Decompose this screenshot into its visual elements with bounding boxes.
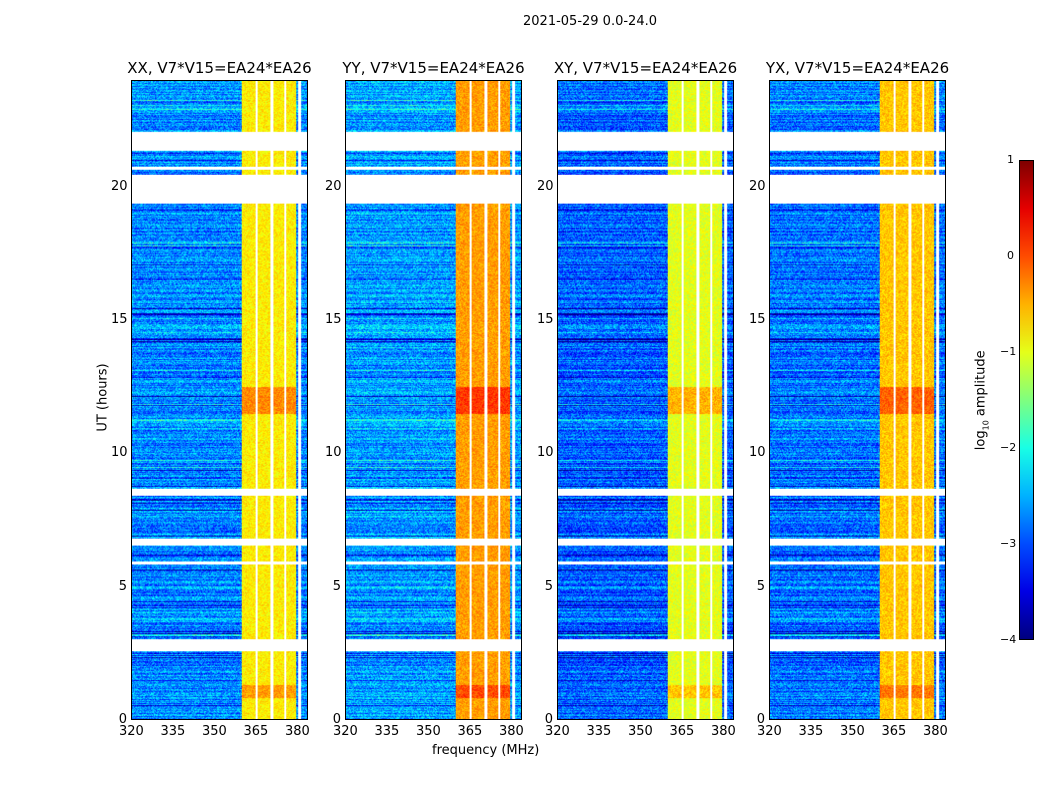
x-tick-label: 335 [586,724,612,739]
y-tick-label: 5 [544,578,553,594]
x-tick-label: 380 [284,724,310,739]
y-tick-label: 10 [111,445,128,461]
heatmap-image [770,81,945,719]
y-tick-label: 15 [325,312,342,327]
y-tick-label: 5 [332,578,341,594]
y-tick-label: 15 [111,312,128,327]
heatmap-image [558,81,733,719]
y-tick-label: 0 [544,712,553,727]
y-tick-label: 10 [749,445,766,461]
figure-title: 2021-05-29 0.0-24.0 [523,14,657,29]
x-tick-label: 380 [922,724,948,739]
colorbar-tick-label: 0 [1007,249,1014,262]
x-tick-label: 350 [415,724,441,739]
y-tick-label: 10 [537,445,554,461]
panel-title: XY, V7*V15=EA24*EA26 [553,59,738,77]
x-tick-label: 320 [545,724,570,739]
y-tick-label: 0 [332,712,341,727]
x-tick-label: 335 [160,724,186,739]
colorbar [1019,160,1034,640]
colorbar-tick-label: −1 [1000,345,1017,358]
colorbar-tick-label: −2 [1000,441,1017,454]
heatmap-panel [345,80,522,720]
x-tick-label: 365 [881,724,907,739]
y-tick-label: 20 [749,178,766,194]
y-tick-label: 20 [537,178,554,194]
x-tick-label: 350 [627,724,653,739]
x-tick-label: 380 [498,724,524,739]
x-tick-label: 320 [119,724,144,739]
x-tick-label: 365 [457,724,483,739]
heatmap-panel [769,80,946,720]
heatmap-image [346,81,521,719]
y-tick-label: 0 [756,712,765,727]
colorbar-tick-label: −4 [1000,633,1017,646]
y-axis-label: UT (hours) [95,363,111,432]
x-tick-label: 365 [669,724,695,739]
colorbar-label: log10 amplitude [973,350,991,451]
heatmap-panel [557,80,734,720]
x-tick-label: 365 [243,724,269,739]
x-tick-label: 335 [798,724,824,739]
colorbar-tick-label: −3 [1000,537,1017,550]
y-tick-label: 0 [118,712,127,727]
y-tick-label: 20 [111,178,128,194]
x-tick-label: 335 [374,724,400,739]
panel-title: YY, V7*V15=EA24*EA26 [342,59,525,77]
y-tick-label: 15 [749,312,766,327]
heatmap-image [132,81,307,719]
panel-title: YX, V7*V15=EA24*EA26 [765,59,950,77]
panel-title: XX, V7*V15=EA24*EA26 [127,59,312,77]
y-tick-label: 5 [118,578,127,594]
y-tick-label: 10 [325,445,342,461]
heatmap-panel [131,80,308,720]
x-tick-label: 320 [333,724,358,739]
x-tick-label: 350 [839,724,865,739]
x-tick-label: 380 [710,724,736,739]
y-tick-label: 20 [325,178,342,194]
y-tick-label: 5 [756,578,765,594]
x-tick-label: 350 [201,724,227,739]
x-tick-label: 320 [757,724,782,739]
y-tick-label: 15 [537,312,554,327]
colorbar-tick-label: 1 [1007,153,1014,166]
x-axis-label: frequency (MHz) [432,743,540,758]
